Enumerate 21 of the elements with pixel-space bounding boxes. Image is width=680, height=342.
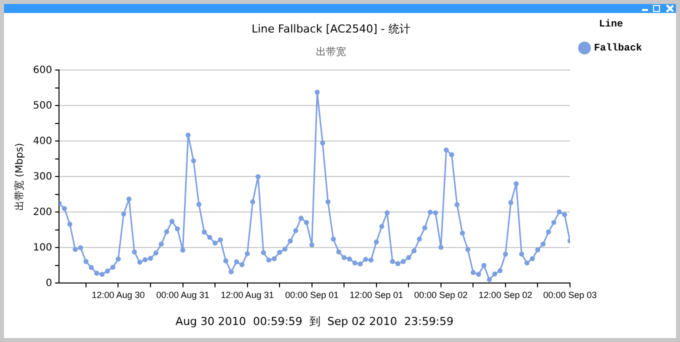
chart-subtitle: 出带宽: [316, 46, 346, 58]
y-tick-label: 200: [32, 206, 52, 218]
y-tick-label: 500: [32, 100, 52, 112]
y-tick-label: 600: [32, 64, 52, 76]
x-tick-label: 00:00 Sep 01: [285, 290, 339, 300]
x-tick-label: 00:00 Sep 02: [414, 290, 468, 300]
y-tick-label: 400: [32, 136, 52, 147]
legend-title: Line: [598, 18, 624, 31]
x-tick-label: 12:00 Sep 02: [478, 290, 532, 300]
chart-title: Line Fallback [AC2540] - 统计: [252, 22, 410, 36]
legend-label: Fallback: [594, 42, 642, 55]
x-tick-label: 00:00 Sep 03: [543, 290, 597, 300]
x-tick-label: 12:00 Sep 01: [350, 290, 404, 300]
x-tick-label: 12:00 Aug 30: [92, 290, 145, 300]
x-tick-label: 00:00 Aug 31: [156, 290, 210, 300]
text: Aug 30 2010 00:59:59 到 Sep 02 2010 23:59:59: [176, 314, 454, 328]
y-tick-label: 0: [46, 278, 52, 289]
y-axis-title: 出带宽 (Mbps): [14, 142, 26, 210]
y-tick-label: 100: [32, 242, 52, 254]
y-tick-label: 300: [32, 171, 52, 182]
x-tick-label: 12:00 Aug 31: [220, 290, 274, 300]
